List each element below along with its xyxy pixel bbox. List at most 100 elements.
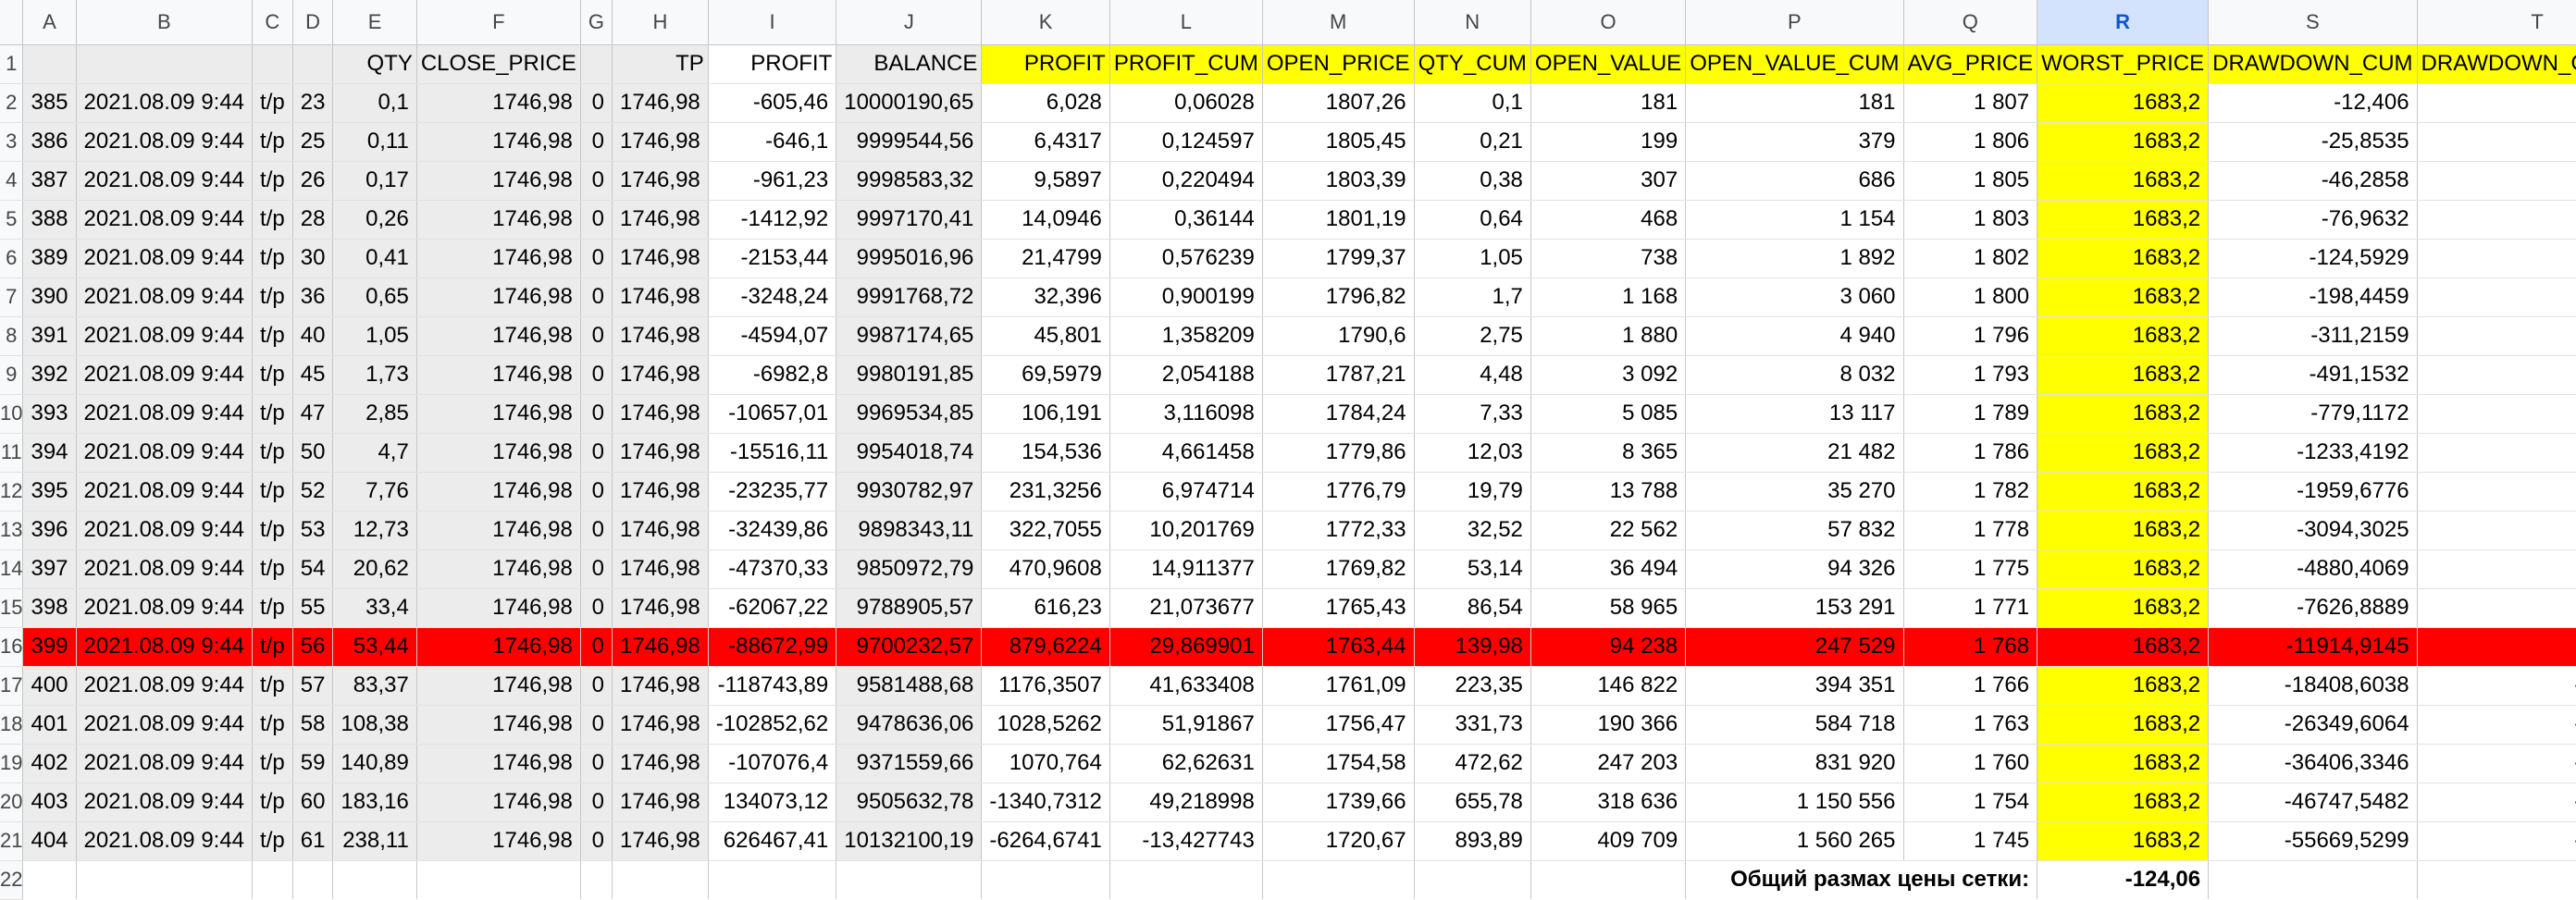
cell[interactable]: -467,48 — [2417, 783, 2576, 822]
cell[interactable]: 9969534,85 — [836, 394, 983, 434]
cell[interactable]: 1805,45 — [1262, 122, 1415, 162]
column-header-g[interactable]: G — [580, 0, 613, 45]
cell[interactable]: 53,44 — [332, 627, 417, 667]
cell[interactable]: -13,427743 — [1109, 821, 1263, 861]
cell[interactable]: 10000190,65 — [836, 83, 983, 123]
cell[interactable]: 4,661458 — [1109, 433, 1263, 473]
cell[interactable]: t/p — [252, 355, 293, 395]
cell[interactable]: 472,62 — [1414, 744, 1531, 783]
row-header[interactable]: 17 — [0, 666, 24, 706]
cell[interactable]: 468 — [1530, 200, 1687, 240]
cell[interactable]: -6982,8 — [708, 355, 837, 395]
cell[interactable]: 402 — [22, 744, 77, 783]
cell[interactable]: 1683,2 — [2037, 783, 2210, 822]
cell[interactable]: 1746,98 — [416, 666, 581, 706]
column-header-c[interactable]: C — [252, 0, 293, 45]
cell[interactable]: 389 — [22, 239, 77, 278]
cell[interactable]: 0,1 — [332, 83, 417, 123]
cell[interactable]: 1746,98 — [416, 588, 581, 628]
column-header-r[interactable]: R — [2037, 0, 2210, 45]
cell[interactable]: 9788905,57 — [836, 588, 983, 628]
cell[interactable]: 1683,2 — [2037, 122, 2210, 162]
cell[interactable]: 2021.08.09 9:44 — [76, 549, 254, 589]
cell[interactable]: -25,8535 — [2208, 122, 2418, 162]
cell[interactable]: 181 — [1685, 83, 1904, 123]
cell[interactable]: 2021.08.09 9:44 — [76, 666, 254, 706]
cell[interactable]: 1683,2 — [2037, 433, 2210, 473]
header-cell[interactable]: BALANCE — [836, 44, 983, 84]
cell[interactable]: 9999544,56 — [836, 122, 983, 162]
cell[interactable]: -646,1 — [708, 122, 837, 162]
cell[interactable]: t/p — [252, 783, 293, 822]
cell[interactable]: 1763,44 — [1262, 627, 1415, 667]
cell[interactable]: 1 154 — [1685, 200, 1904, 240]
cell[interactable]: -1959,6776 — [2208, 472, 2418, 512]
cell[interactable]: 69,5979 — [981, 355, 1110, 395]
cell[interactable]: 0 — [580, 588, 613, 628]
cell[interactable]: 1746,98 — [416, 239, 581, 278]
cell[interactable]: 1746,98 — [612, 394, 709, 434]
cell[interactable]: 1746,98 — [612, 627, 709, 667]
cell[interactable]: 0,36144 — [1109, 200, 1263, 240]
cell[interactable]: 1,73 — [332, 355, 417, 395]
cell[interactable]: 0 — [580, 83, 613, 123]
cell[interactable]: 60 — [292, 783, 334, 822]
cell[interactable]: 1 168 — [1530, 277, 1687, 317]
cell[interactable]: 1683,2 — [2037, 161, 2210, 201]
header-cell[interactable]: QTY — [332, 44, 417, 84]
row-header[interactable]: 22 — [0, 860, 24, 900]
cell[interactable]: 94 238 — [1530, 627, 1687, 667]
row-header[interactable]: 7 — [0, 277, 24, 317]
cell[interactable]: 0 — [580, 161, 613, 201]
cell[interactable]: 9987174,65 — [836, 316, 983, 356]
cell[interactable]: 7,33 — [1414, 394, 1531, 434]
column-header-q[interactable]: Q — [1903, 0, 2038, 45]
cell[interactable]: 584 718 — [1685, 705, 1904, 745]
cell[interactable]: 1756,47 — [1262, 705, 1415, 745]
cell[interactable]: 1746,98 — [416, 549, 581, 589]
cell[interactable]: 0,576239 — [1109, 239, 1263, 278]
price-range-value[interactable]: -124,06 — [2037, 860, 2210, 899]
cell[interactable]: 1790,6 — [1262, 316, 1415, 356]
cell[interactable]: 1683,2 — [2037, 744, 2210, 783]
cell[interactable]: 2021.08.09 9:44 — [76, 511, 254, 550]
cell[interactable]: 397 — [22, 549, 77, 589]
cell[interactable]: 1683,2 — [2037, 666, 2210, 706]
cell[interactable]: 57 832 — [1685, 511, 1904, 550]
cell[interactable]: 2021.08.09 9:44 — [76, 83, 254, 123]
cell[interactable]: 391 — [22, 316, 77, 356]
cell[interactable]: 2021.08.09 9:44 — [76, 161, 254, 201]
cell[interactable]: 61 — [292, 821, 334, 861]
cell[interactable]: 45,801 — [981, 316, 1110, 356]
row-header[interactable]: 20 — [0, 783, 24, 822]
cell[interactable]: -3248,24 — [708, 277, 837, 317]
cell[interactable]: 409 709 — [1530, 821, 1687, 861]
cell[interactable]: 181 — [1530, 83, 1687, 123]
cell[interactable]: -30,94 — [2417, 511, 2576, 550]
column-header-b[interactable]: B — [76, 0, 254, 45]
cell[interactable]: 403 — [22, 783, 77, 822]
cell[interactable]: 1746,98 — [416, 783, 581, 822]
cell[interactable]: -48,80 — [2417, 549, 2576, 589]
cell[interactable]: 1 789 — [1903, 394, 2038, 434]
cell[interactable]: 655,78 — [1414, 783, 1531, 822]
cell[interactable]: -3094,3025 — [2208, 511, 2418, 550]
cell[interactable]: t/p — [252, 394, 293, 434]
cell[interactable]: -1233,4192 — [2208, 433, 2418, 473]
cell[interactable]: 1683,2 — [2037, 239, 2210, 278]
cell[interactable]: 83,37 — [332, 666, 417, 706]
row-header[interactable]: 21 — [0, 821, 24, 861]
cell[interactable]: 0 — [580, 277, 613, 317]
cell[interactable]: 23 — [292, 83, 334, 123]
cell[interactable]: 1 800 — [1903, 277, 2038, 317]
cell[interactable] — [1262, 860, 1415, 899]
cell[interactable]: 686 — [1685, 161, 1904, 201]
cell[interactable]: 55 — [292, 588, 334, 628]
cell[interactable]: 1 763 — [1903, 705, 2038, 745]
cell[interactable]: 1754,58 — [1262, 744, 1415, 783]
cell[interactable]: 9505632,78 — [836, 783, 983, 822]
cell[interactable]: 387 — [22, 161, 77, 201]
cell[interactable]: 2,85 — [332, 394, 417, 434]
cell[interactable]: 0 — [580, 394, 613, 434]
cell[interactable]: 36 494 — [1530, 549, 1687, 589]
